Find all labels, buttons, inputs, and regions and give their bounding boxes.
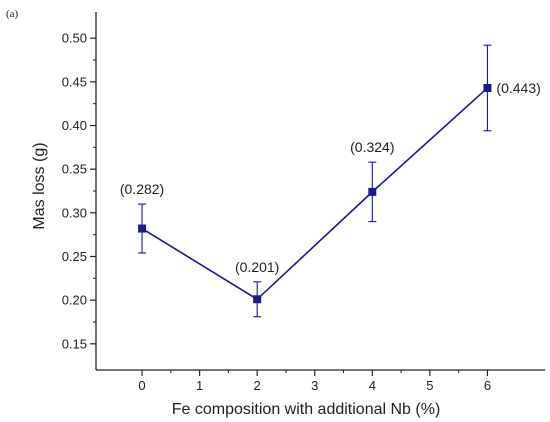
- data-label: (0.324): [350, 139, 394, 155]
- panel-label: (a): [6, 8, 19, 20]
- y-tick-label: 0.15: [62, 336, 87, 351]
- data-point-marker: [368, 187, 377, 196]
- x-tick-label: 3: [311, 378, 318, 393]
- data-point-marker: [138, 224, 147, 233]
- y-tick-label: 0.20: [62, 293, 87, 308]
- x-tick-label: 1: [196, 378, 203, 393]
- data-label: (0.201): [235, 259, 279, 275]
- y-tick-label: 0.25: [62, 249, 87, 264]
- series-line: [141, 87, 488, 301]
- data-label: (0.282): [120, 181, 164, 197]
- data-label: (0.443): [496, 80, 540, 96]
- series: (0.282) (0.201) (0.324) (0.443): [120, 44, 541, 318]
- y-tick-label: 0.30: [62, 205, 87, 220]
- ticks: 0 1 2 3 4 5 6 0.15 0.20 0.25 0.30 0.35 0.40 0.45 0.50: [62, 31, 491, 393]
- data-point-marker: [483, 83, 492, 92]
- y-tick-label: 0.35: [62, 162, 87, 177]
- y-tick-label: 0.40: [62, 118, 87, 133]
- x-axis-title: Fe composition with additional Nb (%): [172, 401, 441, 418]
- x-tick-label: 2: [254, 378, 261, 393]
- x-tick-label: 4: [369, 378, 376, 393]
- y-tick-label: 0.50: [62, 31, 87, 46]
- x-tick-label: 6: [484, 378, 491, 393]
- y-tick-label: 0.45: [62, 74, 87, 89]
- x-tick-label: 5: [426, 378, 433, 393]
- data-point-marker: [253, 295, 262, 304]
- y-axis-title: Mas loss (g): [31, 142, 48, 229]
- x-tick-label: 0: [138, 378, 145, 393]
